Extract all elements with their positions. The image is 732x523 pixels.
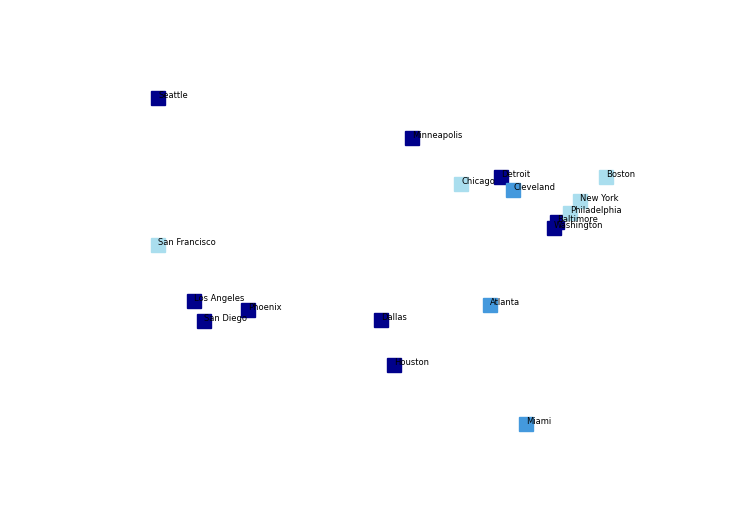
Text: Minneapolis: Minneapolis — [412, 131, 463, 140]
Text: Miami: Miami — [526, 417, 551, 426]
Text: New York: New York — [580, 194, 619, 203]
Text: San Diego: San Diego — [203, 314, 247, 323]
Text: Cleveland: Cleveland — [513, 183, 555, 191]
Text: Phoenix: Phoenix — [248, 303, 282, 312]
Text: Philadelphia: Philadelphia — [570, 206, 621, 214]
Text: Chicago: Chicago — [461, 177, 495, 186]
Text: Los Angeles: Los Angeles — [194, 293, 244, 303]
Text: Seattle: Seattle — [158, 92, 188, 100]
Text: Detroit: Detroit — [501, 170, 531, 179]
Text: Dallas: Dallas — [381, 313, 407, 322]
Text: Boston: Boston — [606, 169, 635, 179]
Text: Washington: Washington — [553, 221, 603, 230]
Text: San Francisco: San Francisco — [157, 238, 215, 247]
Text: Houston: Houston — [394, 358, 429, 367]
Text: Atlanta: Atlanta — [490, 298, 520, 307]
Text: Baltimore: Baltimore — [558, 215, 598, 224]
